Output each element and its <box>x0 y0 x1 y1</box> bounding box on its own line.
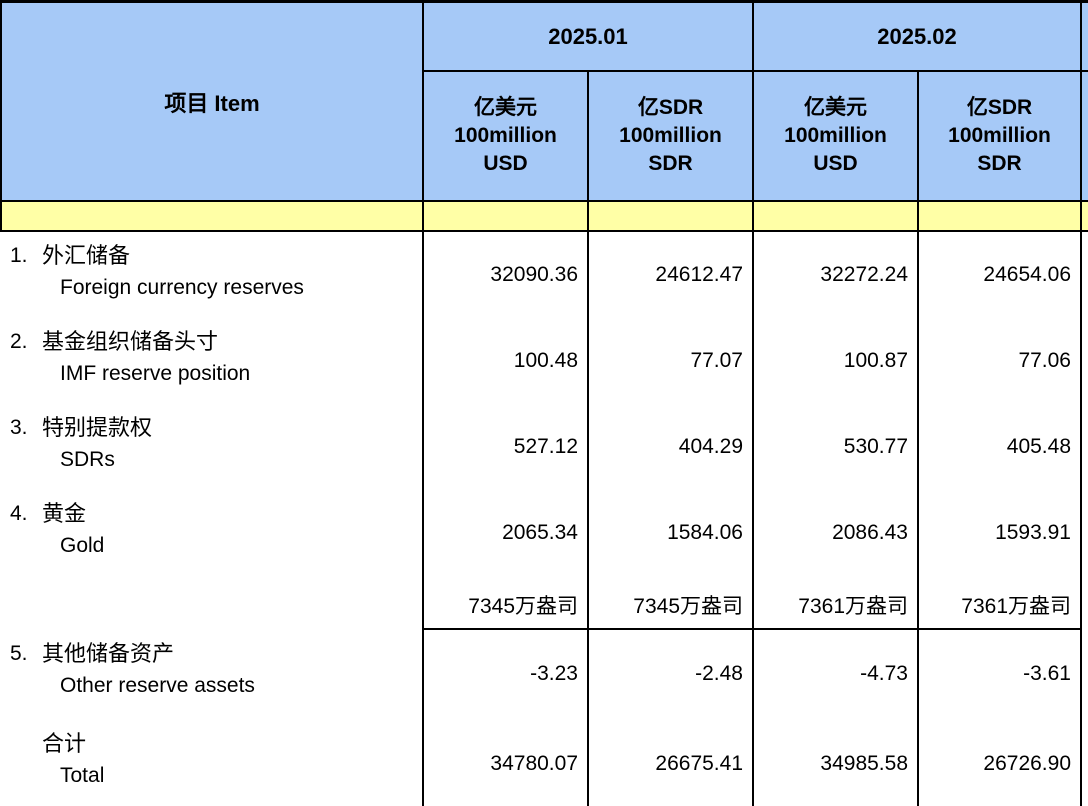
value-cell: -2.48 <box>587 630 752 718</box>
row-label-english: SDRs <box>60 448 115 471</box>
next-column-sliver <box>1080 630 1088 718</box>
next-period-sliver <box>1080 72 1088 202</box>
period-header-2025-01: 2025.01 <box>422 3 752 72</box>
value-cell: 404.29 <box>587 404 752 490</box>
unit-en1: 100million <box>454 124 557 147</box>
row-label-text: 特别提款权 SDRs <box>42 412 152 475</box>
gold-ounces-cell: 7361万盎司 <box>752 575 917 630</box>
row-label-english: Total <box>60 764 105 787</box>
next-period-sliver <box>1080 3 1088 72</box>
unit-cn: 亿SDR <box>637 96 704 119</box>
value-cell: 34985.58 <box>752 718 917 806</box>
row-label-chinese: 其他储备资产 <box>42 641 175 666</box>
gold-ounces-cell: 7345万盎司 <box>587 575 752 630</box>
row-number: 1. <box>10 244 28 267</box>
row-label: 5. 其他储备资产 Other reserve assets <box>0 630 422 718</box>
table-grid: 项目 Item 2025.01 2025.02 亿美元 100million U… <box>0 3 1088 806</box>
row-number: 3. <box>10 416 28 439</box>
unit-en1: 100million <box>784 124 887 147</box>
row-label-text: 外汇储备 Foreign currency reserves <box>42 240 304 303</box>
row-number: 5. <box>10 642 28 665</box>
value-cell: 1593.91 <box>917 490 1080 575</box>
row-label-english: IMF reserve position <box>60 362 251 385</box>
unit-en2: SDR <box>977 152 1022 175</box>
value-cell: 2086.43 <box>752 490 917 575</box>
value-cell: 405.48 <box>917 404 1080 490</box>
next-column-sliver <box>1080 404 1088 490</box>
row-label-chinese: 外汇储备 <box>42 243 131 268</box>
separator-band <box>752 202 917 232</box>
unit-header-usd-2: 亿美元 100million USD <box>752 72 917 202</box>
value-cell: -3.61 <box>917 630 1080 718</box>
separator-band <box>422 202 587 232</box>
next-column-sliver <box>1080 490 1088 575</box>
unit-cn: 亿美元 <box>804 96 867 119</box>
unit-cn: 亿美元 <box>474 96 537 119</box>
value-cell: 24654.06 <box>917 232 1080 318</box>
row-label: 1. 外汇储备 Foreign currency reserves <box>0 232 422 318</box>
gold-ounces-cell: 7361万盎司 <box>917 575 1080 630</box>
value-cell: 1584.06 <box>587 490 752 575</box>
row-label: 2. 基金组织储备头寸 IMF reserve position <box>0 318 422 404</box>
value-cell: 77.06 <box>917 318 1080 404</box>
next-column-sliver <box>1080 575 1088 630</box>
value-cell: 77.07 <box>587 318 752 404</box>
row-label-empty <box>0 575 422 630</box>
value-cell: 530.77 <box>752 404 917 490</box>
value-cell: 24612.47 <box>587 232 752 318</box>
row-number: 2. <box>10 330 28 353</box>
value-cell: -3.23 <box>422 630 587 718</box>
row-label: 4. 黄金 Gold <box>0 490 422 575</box>
item-column-header: 项目 Item <box>0 3 422 202</box>
unit-en1: 100million <box>619 124 722 147</box>
unit-en2: SDR <box>648 152 693 175</box>
value-cell: 100.87 <box>752 318 917 404</box>
value-cell: 527.12 <box>422 404 587 490</box>
unit-en2: USD <box>813 152 858 175</box>
unit-en1: 100million <box>948 124 1051 147</box>
value-cell: 32090.36 <box>422 232 587 318</box>
row-label-english: Foreign currency reserves <box>60 276 304 299</box>
unit-cn: 亿SDR <box>966 96 1033 119</box>
separator-band <box>0 202 422 232</box>
separator-band <box>1080 202 1088 232</box>
unit-header-sdr-2: 亿SDR 100million SDR <box>917 72 1080 202</box>
row-label-english: Other reserve assets <box>60 674 255 697</box>
value-cell: 26675.41 <box>587 718 752 806</box>
next-column-sliver <box>1080 232 1088 318</box>
separator-band <box>917 202 1080 232</box>
unit-header-sdr-1: 亿SDR 100million SDR <box>587 72 752 202</box>
next-column-sliver <box>1080 318 1088 404</box>
row-label: 3. 特别提款权 SDRs <box>0 404 422 490</box>
separator-band <box>587 202 752 232</box>
value-cell: 26726.90 <box>917 718 1080 806</box>
value-cell: 2065.34 <box>422 490 587 575</box>
row-label-english: Gold <box>60 534 105 557</box>
unit-en2: USD <box>483 152 528 175</box>
row-number: 4. <box>10 502 28 525</box>
gold-ounces-cell: 7345万盎司 <box>422 575 587 630</box>
row-label-text: 黄金 Gold <box>42 498 104 561</box>
unit-header-usd-1: 亿美元 100million USD <box>422 72 587 202</box>
value-cell: -4.73 <box>752 630 917 718</box>
row-label-text: 合计 Total <box>42 728 104 791</box>
row-label-text: 其他储备资产 Other reserve assets <box>42 638 255 701</box>
row-label-text: 基金组织储备头寸 IMF reserve position <box>42 326 250 389</box>
next-column-sliver <box>1080 718 1088 806</box>
row-label-chinese: 基金组织储备头寸 <box>42 329 219 354</box>
value-cell: 100.48 <box>422 318 587 404</box>
value-cell: 34780.07 <box>422 718 587 806</box>
period-header-2025-02: 2025.02 <box>752 3 1080 72</box>
row-label-total: 合计 Total <box>0 718 422 806</box>
row-label-chinese: 特别提款权 <box>42 415 153 440</box>
value-cell: 32272.24 <box>752 232 917 318</box>
row-label-chinese: 黄金 <box>42 501 87 526</box>
row-label-chinese: 合计 <box>42 731 87 756</box>
